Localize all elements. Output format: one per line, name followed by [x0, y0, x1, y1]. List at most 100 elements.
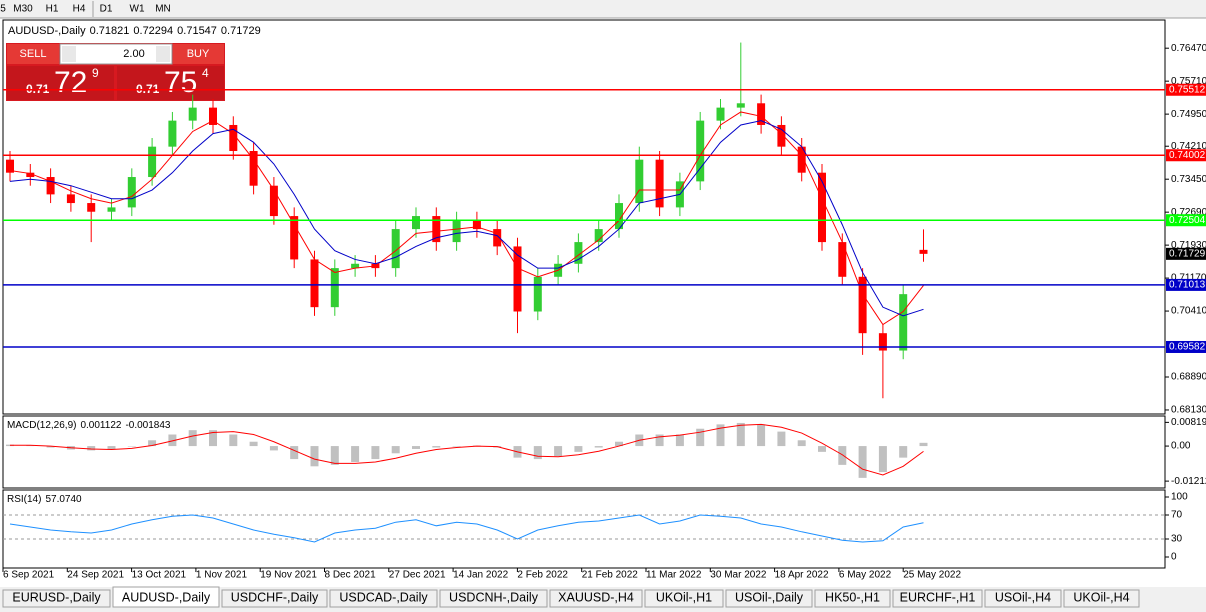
- x-tick-label: 8 Dec 2021: [325, 570, 377, 581]
- tab[interactable]: [112, 586, 220, 608]
- macd-bar: [371, 446, 380, 460]
- buy-frac[interactable]: 4: [202, 66, 209, 80]
- candle-body: [209, 107, 217, 125]
- tab[interactable]: [892, 589, 983, 608]
- tab-label[interactable]: USDCHF-,Daily: [231, 590, 319, 604]
- rsi-title: RSI(14): [7, 494, 41, 505]
- tab-label[interactable]: EURCHF-,H1: [900, 590, 976, 604]
- tab-label[interactable]: UKOil-,H4: [1073, 590, 1129, 604]
- macd-bar: [351, 446, 360, 462]
- tab-label[interactable]: USOil-,Daily: [735, 590, 804, 604]
- tab[interactable]: [1063, 589, 1140, 608]
- candle-body: [6, 159, 14, 173]
- macd-bar: [127, 446, 136, 447]
- timeframe-button[interactable]: H1: [46, 4, 59, 15]
- buy-pips[interactable]: 75: [164, 66, 197, 99]
- rsi-panel: [2, 489, 1166, 569]
- candle-body: [615, 203, 623, 230]
- candle-body: [87, 203, 96, 212]
- timeframe-button[interactable]: D1: [100, 4, 113, 15]
- lots[interactable]: 2.00: [123, 48, 144, 60]
- macd-bar: [269, 446, 278, 451]
- macd-bar: [26, 445, 35, 447]
- macd-signal: [10, 423, 924, 476]
- candle-body: [635, 159, 644, 204]
- level-label: 0.72504: [1169, 215, 1206, 226]
- x-tick-label: 27 Dec 2021: [389, 570, 446, 581]
- candle-body: [777, 124, 786, 147]
- tab[interactable]: [329, 589, 438, 608]
- macd-bar: [899, 446, 908, 458]
- macd-bar: [838, 446, 847, 465]
- candle-body: [757, 103, 766, 125]
- tab[interactable]: [984, 589, 1062, 608]
- y-tick-label: 0.68130: [1171, 405, 1206, 416]
- tab-label[interactable]: HK50-,H1: [825, 590, 880, 604]
- tab-label[interactable]: XAUUSD-,H4: [558, 590, 634, 604]
- candle-body: [736, 103, 745, 108]
- macd-bar: [696, 428, 705, 447]
- sell-label[interactable]: SELL: [20, 48, 47, 60]
- candle-body: [899, 294, 908, 351]
- buy-button[interactable]: [173, 44, 224, 64]
- y-tick-label: 0.72690: [1171, 207, 1206, 218]
- level-label-bg: [1166, 214, 1206, 227]
- signal-value: -0.001843: [125, 420, 170, 431]
- sell-price-box[interactable]: [7, 66, 114, 100]
- buy-label[interactable]: BUY: [187, 48, 210, 60]
- rsi-value: 57.0740: [45, 494, 82, 505]
- x-tick-label: 24 Sep 2021: [67, 570, 124, 581]
- candle-body: [188, 107, 197, 121]
- candle-body: [797, 146, 806, 173]
- y-tick-label: 0.008197: [1171, 417, 1206, 428]
- timeframe-button[interactable]: W1: [130, 4, 145, 15]
- tab-label[interactable]: USDCAD-,Daily: [339, 590, 428, 604]
- macd-bar: [818, 446, 826, 452]
- x-tick-label: 25 May 2022: [903, 570, 961, 581]
- timeframe-button[interactable]: H4: [73, 4, 86, 15]
- macd-bar: [594, 446, 603, 448]
- tab[interactable]: [725, 589, 813, 608]
- y-tick-label: 70: [1171, 510, 1183, 521]
- macd-bar: [412, 446, 420, 449]
- tab[interactable]: [2, 589, 111, 608]
- y-tick-label: 0.68890: [1171, 372, 1206, 383]
- macd-bar: [148, 440, 157, 447]
- tab-label[interactable]: USOil-,H4: [995, 590, 1051, 604]
- lots-down[interactable]: [62, 46, 76, 62]
- timeframe-button[interactable]: MN: [155, 4, 171, 15]
- tab[interactable]: [644, 589, 724, 608]
- x-tick-label: 6 May 2022: [839, 570, 892, 581]
- price-label-bg: [1166, 247, 1206, 260]
- sell-frac[interactable]: 9: [92, 66, 99, 80]
- lots-input[interactable]: [59, 43, 173, 65]
- timeframe-button[interactable]: M30: [13, 4, 33, 15]
- candle-body: [351, 263, 360, 269]
- buy-price-box[interactable]: [117, 66, 224, 100]
- y-tick-label: 0.71170: [1171, 273, 1206, 284]
- candle-body: [330, 268, 339, 308]
- tab-label[interactable]: AUDUSD-,Daily: [122, 590, 211, 604]
- lots-up[interactable]: [156, 46, 170, 62]
- y-tick-label: 0.75710: [1171, 76, 1206, 87]
- sell-pips[interactable]: 72: [54, 66, 87, 99]
- sell-button[interactable]: [7, 44, 59, 64]
- level-label: 0.74002: [1169, 150, 1206, 161]
- tab-label[interactable]: USDCNH-,Daily: [449, 590, 539, 604]
- macd-bar: [736, 422, 745, 447]
- macd-bar: [919, 442, 928, 447]
- y-tick-label: 0.74950: [1171, 109, 1206, 120]
- candle-body: [127, 177, 136, 208]
- tab[interactable]: [439, 589, 548, 608]
- tab[interactable]: [549, 589, 643, 608]
- macd-title: MACD(12,26,9): [7, 420, 76, 431]
- tab-label[interactable]: UKOil-,H1: [656, 590, 712, 604]
- tab[interactable]: [221, 589, 328, 608]
- macd-bar: [87, 446, 96, 451]
- macd-bar: [391, 446, 400, 454]
- candle-body: [858, 276, 867, 334]
- timeframe-button[interactable]: 5: [0, 4, 6, 15]
- tab[interactable]: [814, 589, 891, 608]
- tab-label[interactable]: EURUSD-,Daily: [12, 590, 101, 604]
